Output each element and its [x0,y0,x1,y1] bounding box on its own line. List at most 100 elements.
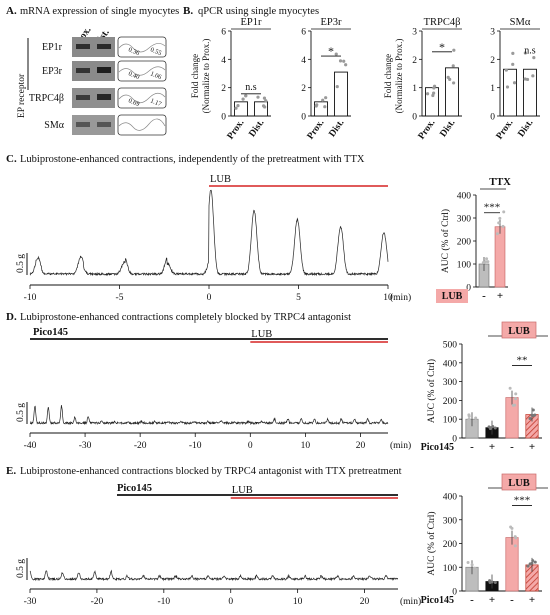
trace-chart-e: -30 -20 -10 0 10 20 (min) 0.5 g Pico145 LUB [16,483,421,607]
data-point [467,417,471,421]
data-point [425,92,430,96]
data-point [432,91,436,95]
panel-d-title: Lubiprostone-enhanced contractions compl… [20,312,351,323]
gel-band-image [72,61,115,81]
data-point [493,426,497,430]
panel-b-ylabel-2: (Normalize to Prox.) [201,39,211,114]
bar [494,226,506,288]
trace-line [29,189,389,277]
y-tick-label: 6 [221,28,226,38]
y-tick-label: 4 [221,56,226,66]
data-point [514,392,518,396]
x-tick-label: -10 [189,441,202,451]
densitometry-trace [118,92,166,104]
y-tick-label: 300 [443,516,458,526]
data-point [497,221,501,225]
x-tick-label: + [529,594,535,606]
bar [445,67,459,117]
densitometry-box [117,60,167,82]
data-point [528,416,532,420]
data-point [531,559,535,563]
data-point [511,403,515,407]
x-tick-label: Dist. [248,118,267,139]
panel-b-ylabel-1-right: Fold change [383,54,393,98]
x-tick-label: - [470,441,474,453]
chart-title: EP3r [321,17,343,28]
densitometry-trace [118,66,166,76]
data-point [467,414,471,418]
trace-line [29,404,389,426]
y-tick-label: 0 [412,113,417,123]
data-point [526,564,530,568]
x-tick-label: 0 [248,441,253,451]
data-point [446,75,450,79]
title-badge [501,473,537,491]
pico145-label: Pico145 [117,483,152,494]
data-point [485,257,489,261]
data-point [530,561,534,565]
y-tick-label: 400 [443,493,458,503]
lub-label: LUB [251,329,272,340]
y-axis-label: AUC (% of Ctrl) [440,209,451,273]
densitometry-box [117,114,167,136]
density-value-right: 0.55 [149,46,162,57]
panel-b-ylabel-2-right: (Normalize to Prox.) [394,39,404,114]
data-point [467,569,471,573]
panel-a: A. mRNA expression of single myocytes Pr… [6,5,179,136]
data-point [531,74,535,78]
pico145-label: Pico145 [33,327,68,338]
densitometry-box [117,36,167,58]
gel-band [76,122,90,127]
data-point [489,426,493,430]
data-point [321,98,325,102]
panel-e-letter: E. [6,465,16,477]
gel-row-label: EP3r [42,66,63,77]
x-tick-label: 10 [301,441,311,451]
significance-mark: * [328,44,334,58]
data-point [532,56,536,60]
data-point [498,216,502,220]
data-point [334,52,338,56]
y-tick-label: 0 [466,284,471,294]
data-point [474,420,478,424]
bar [425,87,439,117]
panel-b-ylabel-1: Fold change [190,54,200,98]
data-point [470,563,474,567]
data-point [244,94,248,98]
y-tick-label: 400 [457,192,472,202]
panel-b-title: qPCR using single myocytes [198,6,319,17]
x-tick-label: -40 [24,441,37,451]
density-value-left: 0.40 [127,70,140,81]
panel-c-letter: C. [6,153,17,165]
x-tick-label: 5 [296,293,301,303]
significance-mark: ** [517,355,528,367]
chart-title: LUB [508,326,530,337]
data-point [344,63,348,67]
scale-bar-label: 0.5 g [16,254,26,273]
x-tick-label: Prox. [226,118,247,142]
panel-e: E. Lubiprostone-enhanced contractions bl… [6,465,402,477]
category-row-label: Pico145 [421,442,454,453]
auc-chart-e: 0 100 200 300 400 AUC (% of Ctrl) - + - + Pico145 L… [421,473,548,606]
data-point [324,96,328,100]
data-point [512,81,517,85]
gel-band-image [72,88,115,108]
gel-row-ep1r: EP1r 0.36 0.55 [42,36,167,58]
x-tick-label: -5 [116,293,124,303]
y-tick-label: 0 [490,113,495,123]
gel-band [97,67,111,73]
bar [503,68,517,117]
x-tick-label: -30 [24,597,37,607]
x-tick-label: - [482,290,486,302]
data-point [490,580,494,584]
data-point [473,567,477,571]
gel-row-trpc4b: TRPC4β 0.69 1.17 [29,87,167,109]
gel-band [97,94,111,100]
ep-receptor-label: EP receptor [17,73,27,118]
x-tick-label: 10 [383,293,393,303]
data-point [514,397,518,401]
data-point [505,85,510,89]
chart-title: TTX [489,177,511,188]
densitometry-box [117,87,167,109]
